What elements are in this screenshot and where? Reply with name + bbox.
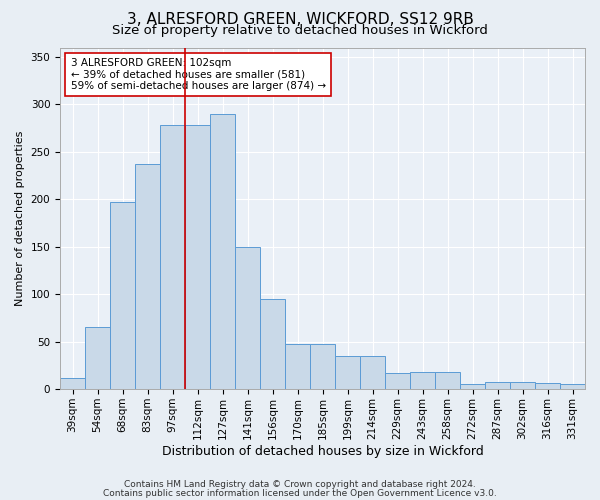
Bar bbox=[360, 356, 385, 389]
Bar bbox=[85, 328, 110, 389]
Bar bbox=[335, 356, 360, 389]
Y-axis label: Number of detached properties: Number of detached properties bbox=[15, 130, 25, 306]
Bar bbox=[110, 202, 135, 389]
Text: 3, ALRESFORD GREEN, WICKFORD, SS12 9RB: 3, ALRESFORD GREEN, WICKFORD, SS12 9RB bbox=[127, 12, 473, 28]
Bar bbox=[285, 344, 310, 389]
X-axis label: Distribution of detached houses by size in Wickford: Distribution of detached houses by size … bbox=[161, 444, 484, 458]
Text: Contains public sector information licensed under the Open Government Licence v3: Contains public sector information licen… bbox=[103, 489, 497, 498]
Text: Size of property relative to detached houses in Wickford: Size of property relative to detached ho… bbox=[112, 24, 488, 37]
Bar bbox=[435, 372, 460, 389]
Text: 3 ALRESFORD GREEN: 102sqm
← 39% of detached houses are smaller (581)
59% of semi: 3 ALRESFORD GREEN: 102sqm ← 39% of detac… bbox=[71, 58, 326, 91]
Bar bbox=[560, 384, 585, 389]
Bar bbox=[160, 126, 185, 389]
Bar bbox=[485, 382, 510, 389]
Bar bbox=[60, 378, 85, 389]
Bar bbox=[460, 384, 485, 389]
Bar bbox=[260, 299, 285, 389]
Bar bbox=[510, 382, 535, 389]
Bar bbox=[235, 247, 260, 389]
Bar bbox=[410, 372, 435, 389]
Text: Contains HM Land Registry data © Crown copyright and database right 2024.: Contains HM Land Registry data © Crown c… bbox=[124, 480, 476, 489]
Bar bbox=[385, 373, 410, 389]
Bar bbox=[210, 114, 235, 389]
Bar bbox=[310, 344, 335, 389]
Bar bbox=[135, 164, 160, 389]
Bar bbox=[535, 384, 560, 389]
Bar bbox=[185, 126, 210, 389]
